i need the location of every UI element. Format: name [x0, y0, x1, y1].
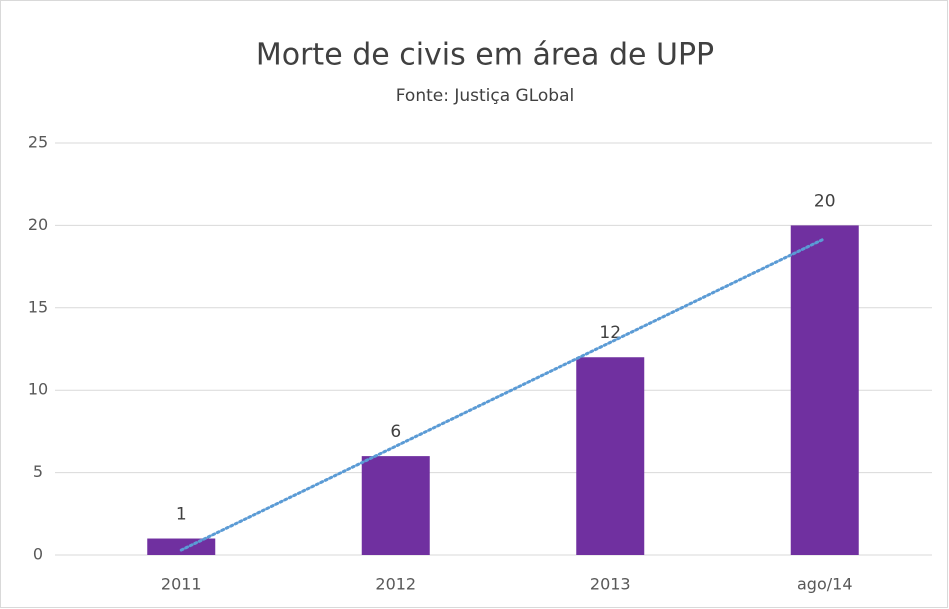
- data-label: 6: [390, 422, 401, 442]
- y-tick-label: 20: [28, 215, 48, 234]
- y-tick-label: 10: [28, 380, 48, 399]
- data-label: 20: [814, 191, 836, 211]
- chart-title: Morte de civis em área de UPP: [256, 38, 714, 73]
- x-tick-label: 2013: [590, 575, 631, 594]
- x-tick-label: 2012: [375, 575, 416, 594]
- y-tick-label: 5: [33, 462, 43, 481]
- y-tick-label: 15: [28, 297, 48, 316]
- y-tick-label: 0: [33, 545, 43, 564]
- bar: [147, 538, 216, 555]
- y-tick-label: 25: [28, 133, 48, 152]
- x-tick-label: ago/14: [797, 575, 853, 594]
- x-tick-label: 2011: [161, 575, 202, 594]
- bar: [361, 456, 430, 555]
- chart-subtitle: Fonte: Justiça GLobal: [396, 86, 574, 106]
- data-label: 12: [599, 323, 621, 343]
- trendline: [179, 237, 827, 552]
- bar: [576, 357, 645, 555]
- data-label: 1: [176, 505, 187, 525]
- bar: [790, 225, 859, 555]
